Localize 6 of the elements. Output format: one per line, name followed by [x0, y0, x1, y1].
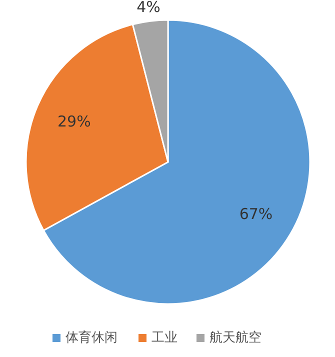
data-label: 29%: [57, 112, 91, 130]
legend-label: 航天航空: [210, 330, 262, 346]
data-label: 67%: [239, 205, 273, 224]
legend-label: 体育休闲: [66, 330, 118, 346]
data-label: 4%: [136, 0, 160, 16]
legend-label: 工业: [152, 330, 178, 346]
